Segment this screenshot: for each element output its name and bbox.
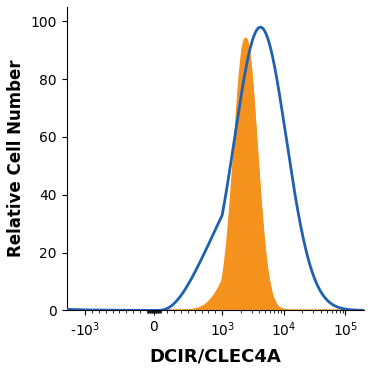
Y-axis label: Relative Cell Number: Relative Cell Number <box>7 60 25 257</box>
X-axis label: DCIR/CLEC4A: DCIR/CLEC4A <box>150 347 281 365</box>
